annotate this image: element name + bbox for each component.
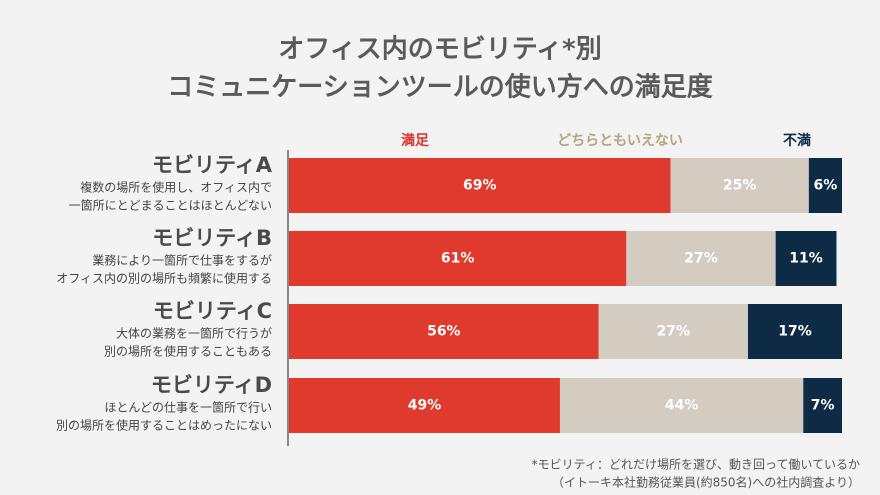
value-label: 27% bbox=[684, 251, 718, 267]
bar-segment bbox=[289, 304, 599, 359]
category-description: 大体の業務を一箇所で行うが bbox=[116, 326, 272, 341]
bar-segment bbox=[289, 158, 671, 213]
value-label: 17% bbox=[778, 324, 812, 340]
value-label: 7% bbox=[811, 398, 835, 414]
category-description: 別の場所を使用することもある bbox=[104, 344, 272, 359]
legend-label: 不満 bbox=[783, 132, 811, 149]
bar-segment bbox=[670, 158, 809, 213]
category-label: モビリティC bbox=[153, 299, 272, 323]
bar-segment bbox=[803, 378, 842, 433]
legend-label: 満足 bbox=[401, 132, 430, 149]
value-label: 25% bbox=[723, 178, 757, 194]
footnote: *モビリティ：どれだけ場所を選び、動き回って働いているか bbox=[532, 458, 860, 472]
category-description: 複数の場所を使用し、オフィス内で bbox=[80, 180, 272, 195]
bar-segment bbox=[775, 231, 837, 286]
chart-title: コミュニケーションツールの使い方への満足度 bbox=[167, 72, 712, 103]
value-label: 49% bbox=[408, 398, 442, 414]
category-description: オフィス内の別の場所も頻繁に使用する bbox=[56, 271, 272, 286]
bar-segment bbox=[626, 231, 776, 286]
footnote: （イトーキ本社勤務従業員(約850名)への社内調査より） bbox=[552, 475, 860, 490]
category-label: モビリティA bbox=[152, 153, 273, 177]
bar-segment bbox=[598, 304, 748, 359]
chart-title: オフィス内のモビリティ*別 bbox=[278, 35, 602, 65]
category-label: モビリティD bbox=[151, 373, 272, 397]
value-label: 11% bbox=[789, 251, 823, 267]
legend-label: どちらともいえない bbox=[557, 133, 683, 149]
bar-segment bbox=[747, 304, 842, 359]
category-description: 一箇所にとどまることはほとんどない bbox=[69, 199, 272, 213]
value-label: 6% bbox=[814, 178, 838, 194]
value-label: 69% bbox=[463, 178, 497, 194]
value-label: 44% bbox=[665, 398, 699, 414]
category-description: 別の場所を使用することはめったにない bbox=[56, 418, 272, 433]
bar-segment bbox=[289, 378, 560, 433]
category-label: モビリティB bbox=[152, 226, 272, 250]
bar-segment bbox=[289, 231, 627, 286]
category-description: ほとんどの仕事を一箇所で行い bbox=[104, 401, 272, 415]
bar-segment bbox=[808, 158, 842, 213]
value-label: 56% bbox=[427, 324, 461, 340]
value-label: 27% bbox=[657, 324, 691, 340]
value-label: 61% bbox=[441, 251, 475, 267]
bar-segment bbox=[559, 378, 804, 433]
category-description: 業務により一箇所で仕事をするが bbox=[92, 253, 272, 268]
